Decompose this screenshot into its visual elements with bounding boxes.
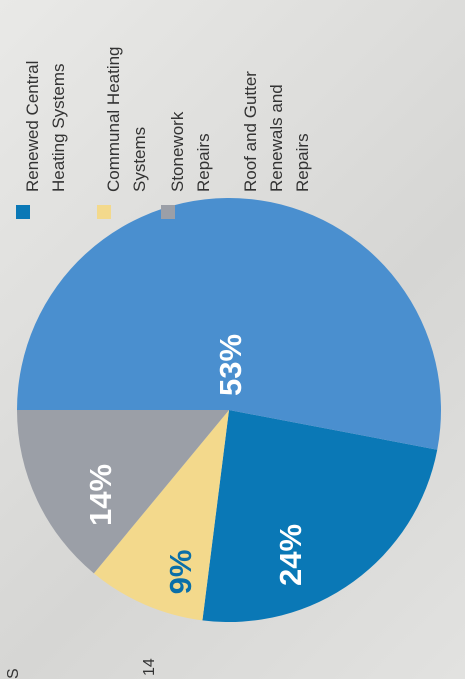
legend-swatch bbox=[97, 205, 111, 219]
data-label: 14% bbox=[83, 464, 118, 526]
legend-label: Roof and Gutter Renewals and Repairs bbox=[238, 57, 316, 192]
data-label: 24% bbox=[273, 524, 308, 586]
data-label: 9% bbox=[163, 550, 198, 595]
edge-text: S bbox=[4, 668, 24, 679]
legend-swatch bbox=[234, 205, 248, 219]
legend-label: Communal Heating Systems bbox=[101, 42, 153, 192]
legend-swatch bbox=[16, 205, 30, 219]
edge-text: 14 bbox=[140, 658, 160, 676]
legend-label: Renewed Central Heating Systems bbox=[20, 52, 72, 192]
legend-swatch bbox=[161, 205, 175, 219]
legend-label: Stonework Repairs bbox=[165, 102, 217, 192]
data-label: 53% bbox=[213, 334, 248, 396]
page: 24%9%14%53% S 14 (() => { const data = J… bbox=[0, 0, 465, 679]
